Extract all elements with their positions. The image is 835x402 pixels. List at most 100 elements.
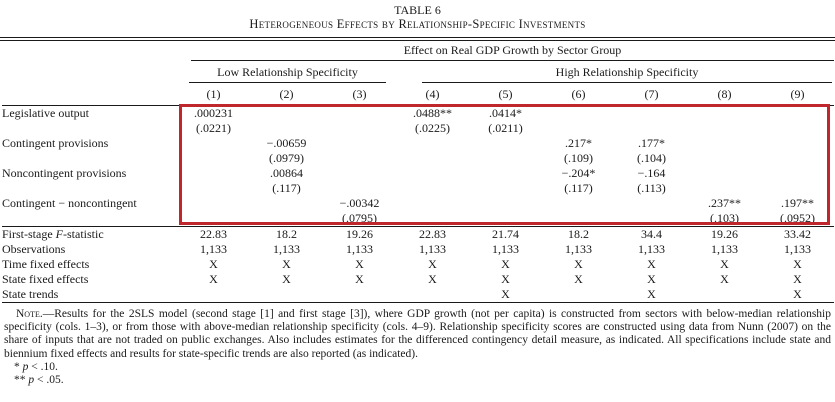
estimate-cell: [688, 166, 761, 181]
se-cell: [542, 121, 615, 136]
stat-cell: 1,133: [638, 241, 665, 256]
estimate-cell: −.00659: [266, 136, 307, 150]
group-title-cell: Effect on Real GDP Growth by Sector Grou…: [177, 41, 835, 61]
stat-cell: X: [355, 271, 364, 286]
note-lead: Note.: [16, 307, 43, 320]
se-cell: (.0221): [196, 121, 231, 135]
stat-cell: X: [355, 256, 364, 271]
stat-row: Observations 1,133 1,133 1,133 1,133 1,133 1,1…: [2, 242, 834, 257]
se-row: (.0221) (.0225) (.0211): [2, 121, 834, 136]
stat-cell: 18.2: [250, 225, 323, 242]
se-row: (.0979) (.109) (.104): [2, 151, 834, 166]
stat-cell: 1,133: [346, 241, 373, 256]
stat-cell: X: [793, 271, 802, 286]
estimate-cell: −.204*: [561, 166, 596, 180]
estimate-cell: [396, 166, 469, 181]
se-cell: (.0952): [780, 210, 815, 225]
estimate-cell: [542, 196, 615, 211]
estimate-cell: [396, 136, 469, 151]
stat-cell: 1,133: [565, 241, 592, 256]
stat-cell: 21.74: [469, 225, 542, 242]
se-row: (.0795) (.103) (.0952): [2, 211, 834, 226]
row-label: Noncontingent provisions: [2, 166, 127, 180]
column-numbers-row: (1) (2) (3) (4) (5) (6) (7) (8) (9): [2, 83, 835, 106]
stat-row: First-stage F-statistic 22.83 18.2 19.26 22.…: [2, 225, 835, 242]
subgroup-high-label: High Relationship Specificity: [422, 65, 833, 83]
se-cell: (.103): [710, 210, 739, 225]
column-number: (9): [761, 83, 835, 106]
estimate-cell: .0414*: [489, 106, 522, 120]
row-label-spacer: [2, 181, 177, 196]
estimate-cell: .000231: [194, 106, 233, 120]
stat-cell: 1,133: [200, 241, 227, 256]
se-cell: [396, 151, 469, 166]
stat-cell: 1,133: [419, 241, 446, 256]
se-cell: [177, 151, 250, 166]
estimate-cell: [761, 136, 834, 151]
se-cell: [761, 151, 834, 166]
row-label: Legislative output: [2, 106, 89, 120]
stat-cell: X: [647, 256, 656, 271]
se-cell: [250, 211, 323, 226]
estimate-cell: .0488**: [413, 106, 452, 120]
coef-rows: Legislative output .000231.0488** .0414* (.…: [2, 106, 834, 227]
stat-cell: X: [501, 271, 510, 286]
row-label: Contingent provisions: [2, 136, 109, 150]
se-cell: [688, 151, 761, 166]
stat-cell: 1,133: [784, 241, 811, 256]
table-number: TABLE 6: [394, 3, 441, 17]
stat-cell: X: [501, 256, 510, 271]
estimate-cell: .217*: [565, 136, 592, 150]
note-body: —Results for the 2SLS model (second stag…: [4, 307, 831, 360]
subgroup-row: Low Relationship Specificity High Relati…: [2, 61, 834, 83]
se-cell: [542, 211, 615, 226]
estimate-cell: −.164: [637, 166, 666, 180]
stat-cell: 34.4: [615, 225, 688, 242]
estimate-cell: [688, 106, 761, 122]
subgroup-high-cell: High Relationship Specificity: [396, 61, 834, 83]
stat-cell: X: [428, 271, 437, 286]
se-cell: [761, 121, 834, 136]
estimate-cell: [177, 196, 250, 211]
se-cell: (.0795): [342, 210, 377, 225]
se-cell: [469, 181, 542, 196]
stat-cell: X: [209, 271, 218, 286]
subgroup-low-label: Low Relationship Specificity: [189, 65, 386, 83]
estimate-cell: −.00342: [339, 196, 380, 210]
stat-row: State fixed effects X X X X X X X X X: [2, 272, 834, 287]
estimate-cell: [761, 166, 834, 181]
column-number: (5): [469, 83, 542, 106]
column-group-title: Effect on Real GDP Growth by Sector Grou…: [191, 43, 835, 61]
row-label: Observations: [2, 241, 66, 256]
estimate-cell: [761, 106, 834, 122]
row-label: State fixed effects: [2, 271, 89, 286]
estimate-cell: .197**: [781, 196, 814, 210]
stat-cell: X: [615, 286, 688, 303]
stat-cell: 1,133: [492, 241, 519, 256]
coef-row: Contingent provisions −.00659 .217* .177*: [2, 136, 834, 151]
row-label-spacer: [2, 121, 177, 136]
se-cell: [323, 151, 396, 166]
se-cell: [688, 121, 761, 136]
results-table: Effect on Real GDP Growth by Sector Grou…: [2, 41, 835, 303]
estimate-cell: [177, 166, 250, 181]
significance-line: * p < .10.: [14, 361, 58, 374]
stat-row: State trends X X X: [2, 286, 835, 303]
estimate-cell: [250, 106, 323, 122]
stat-cell: 1,133: [711, 241, 738, 256]
se-cell: [469, 211, 542, 226]
table-note: Note.—Results for the 2SLS model (second…: [4, 308, 831, 362]
se-row: (.117) (.117) (.113): [2, 181, 834, 196]
column-number: (8): [688, 83, 761, 106]
estimate-cell: .177*: [638, 136, 665, 150]
se-cell: [177, 211, 250, 226]
stat-cell: [542, 286, 615, 303]
top-double-rule: [0, 37, 835, 41]
se-cell: [250, 121, 323, 136]
label-column-spacer: [2, 61, 177, 83]
coef-row: Contingent − noncontingent −.00342 .237**.…: [2, 196, 834, 211]
se-cell: (.0211): [488, 121, 523, 135]
estimate-cell: [469, 196, 542, 211]
stat-cell: 1,133: [273, 241, 300, 256]
coef-row: Noncontingent provisions .00864 −.204* −.16…: [2, 166, 834, 181]
